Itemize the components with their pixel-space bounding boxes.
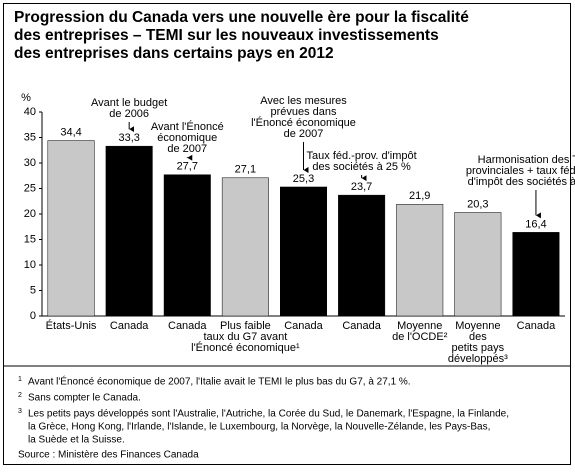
annotation-line: économique xyxy=(157,132,217,144)
footnote-marker: 3 xyxy=(18,408,22,415)
footnote: la Grèce, Hong Kong, l'Irlande, l'Island… xyxy=(28,422,490,433)
footnote-marker: 2 xyxy=(18,392,22,399)
x-tick-label: Canada xyxy=(110,320,149,332)
x-tick-label-line: Canada xyxy=(284,320,323,332)
y-tick-label: 0 xyxy=(30,310,36,322)
x-tick-label: Canada xyxy=(342,320,381,332)
value-label: 21,9 xyxy=(409,190,430,202)
y-tick-label: 20 xyxy=(24,208,36,220)
y-tick-label: 35 xyxy=(24,131,36,143)
value-label: 16,4 xyxy=(525,218,546,230)
x-tick-label-line: Canada xyxy=(517,320,556,332)
x-tick-label-line: de l'OCDE² xyxy=(392,331,448,343)
annotation-line: de 2006 xyxy=(109,108,149,120)
footnote: la Suède et la Suisse. xyxy=(28,435,125,446)
source: Source : Ministère des Finances Canada xyxy=(18,450,199,461)
bar xyxy=(221,177,269,317)
footnote: Les petits pays développés sont l'Austra… xyxy=(28,409,509,420)
bar xyxy=(338,194,386,317)
annotation-line: de 2007 xyxy=(284,128,324,140)
bar xyxy=(454,212,502,317)
bar xyxy=(512,232,560,317)
annotation-line: provinciales + taux féd.-prov. xyxy=(466,165,575,177)
y-tick-label: 25 xyxy=(24,182,36,194)
x-tick-label: Canada xyxy=(284,320,323,332)
annotation-line: Avant le budget xyxy=(91,97,167,109)
footnote: Sans compter le Canada. xyxy=(28,393,141,404)
x-tick-label-line: Canada xyxy=(110,320,149,332)
annotation-line: prévues dans xyxy=(270,106,337,118)
x-tick-label: Plus faible taux du G7 avant l'Énoncé écon… xyxy=(191,320,300,354)
bar xyxy=(280,186,327,317)
x-tick-label: Moyenne des petits pays développés³ xyxy=(448,320,508,365)
annotation-line: Avant l'Énoncé xyxy=(151,120,224,133)
frame xyxy=(3,3,571,465)
annotation: Avant l'Énoncé économique de 2007 xyxy=(151,120,224,155)
x-tick-label-line: taux du G7 avant xyxy=(203,331,287,343)
annotation: Harmonisation des TVDprovinciales + taux… xyxy=(466,154,575,188)
value-label: 20,3 xyxy=(467,198,488,210)
bar xyxy=(105,145,153,317)
y-tick-label: 5 xyxy=(30,284,36,296)
annotation: Avant le budget de 2006 xyxy=(91,97,167,120)
x-tick-label-line: Plus faible xyxy=(220,320,271,332)
x-tick-label: Moyenne de l'OCDE² xyxy=(392,320,448,343)
value-label: 33,3 xyxy=(118,132,139,144)
annotation: Avec les mesures prévues dans l'Énoncé éco… xyxy=(251,95,356,140)
annotation-line: de 2007 xyxy=(167,143,207,155)
x-tick-label-line: Canada xyxy=(342,320,381,332)
annotation-line: Avec les mesures xyxy=(260,95,347,107)
chart-title: des entreprises dans certains pays en 20… xyxy=(14,45,334,62)
x-tick-label-line: Canada xyxy=(168,320,207,332)
y-tick-label: 10 xyxy=(24,259,36,271)
annotation: Taux féd.-prov. d'impôt des sociétés à 25… xyxy=(307,150,417,173)
annotation-line: l'Énoncé économique xyxy=(251,116,356,129)
x-tick-label: Canada xyxy=(168,320,207,332)
annotation-line: Harmonisation des TVD xyxy=(478,154,575,166)
annotation-line: Taux féd.-prov. d'impôt xyxy=(307,150,417,162)
bar xyxy=(47,140,95,317)
footnote: Avant l'Énoncé économique de 2007, l'Ita… xyxy=(28,375,411,388)
x-tick-label: Canada xyxy=(517,320,556,332)
y-tick-label: 40 xyxy=(24,106,36,118)
value-label: 34,4 xyxy=(60,126,81,138)
x-tick-label-line: États-Unis xyxy=(46,319,97,332)
y-tick-label: 15 xyxy=(24,233,36,245)
value-label: 23,7 xyxy=(351,181,372,193)
x-tick-label-line: développés³ xyxy=(448,353,508,365)
chart-title: Progression du Canada vers une nouvelle … xyxy=(14,9,469,26)
y-tick-label: 30 xyxy=(24,157,36,169)
value-label: 27,1 xyxy=(235,164,256,176)
footnote-marker: 1 xyxy=(18,376,22,383)
annotation-line: des sociétés à 25 % xyxy=(312,161,411,173)
chart-title: des entreprises – TEMI sur les nouveaux … xyxy=(14,27,439,44)
annotation-line: d'impôt des sociétés à 25 % xyxy=(468,176,575,188)
x-tick-label-line: petits pays xyxy=(452,342,505,354)
x-tick-label-line: Moyenne xyxy=(455,320,500,332)
x-tick-label-line: des xyxy=(469,331,487,343)
value-label: 27,7 xyxy=(177,161,198,173)
value-label: 25,3 xyxy=(293,173,314,185)
bar xyxy=(396,204,444,317)
y-axis-label: % xyxy=(21,92,31,104)
x-tick-label-line: Moyenne xyxy=(397,320,442,332)
x-tick-label: États-Unis xyxy=(46,319,97,332)
bar xyxy=(163,174,211,317)
x-tick-label-line: l'Énoncé économique¹ xyxy=(191,341,300,354)
